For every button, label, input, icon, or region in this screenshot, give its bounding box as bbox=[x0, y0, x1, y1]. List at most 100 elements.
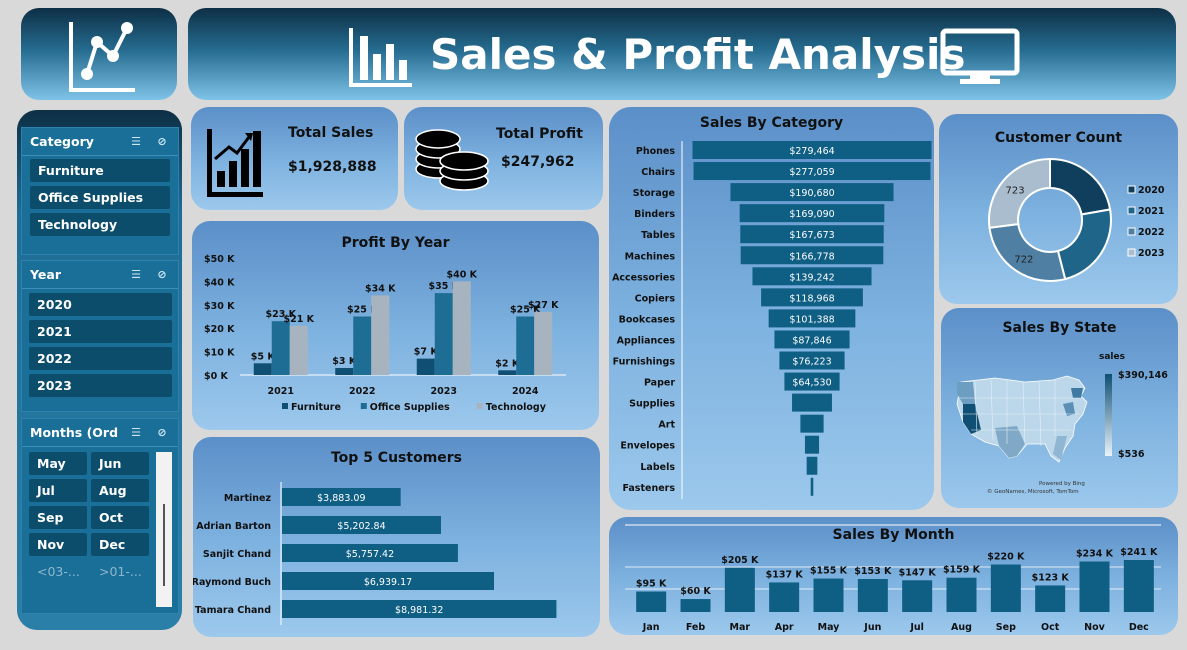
data-label: $139,242 bbox=[789, 272, 834, 283]
legend-swatch bbox=[282, 403, 288, 409]
donut-slice-2022 bbox=[988, 222, 1067, 282]
slicer-item-technology[interactable]: Technology bbox=[30, 213, 170, 236]
sales-by-category-title: Sales By Category bbox=[699, 115, 844, 131]
data-label: $5,202.84 bbox=[337, 521, 385, 532]
data-label: $8,981.32 bbox=[395, 605, 443, 616]
data-label: $241 K bbox=[1120, 547, 1158, 558]
category-bar bbox=[784, 372, 840, 391]
bar-technology bbox=[289, 325, 308, 375]
data-label: $277,059 bbox=[789, 167, 834, 178]
category-label: Martinez bbox=[224, 493, 272, 504]
slicer-item-before[interactable]: <03-... bbox=[37, 564, 80, 579]
month-bar bbox=[769, 582, 800, 612]
multi-select-icon[interactable]: ☰ bbox=[131, 134, 141, 148]
data-label: $21 K bbox=[284, 314, 315, 325]
x-tick-label: Sep bbox=[996, 622, 1016, 633]
slicer-item-nov[interactable]: Nov bbox=[29, 533, 87, 556]
x-tick-label: Jul bbox=[909, 622, 924, 633]
category-bar bbox=[739, 204, 885, 223]
clear-filter-icon[interactable]: ⊘ bbox=[157, 267, 167, 281]
category-label: Paper bbox=[644, 378, 675, 389]
legend-label: 2020 bbox=[1138, 185, 1165, 196]
data-label: $220 K bbox=[987, 552, 1025, 563]
slicer-item-furniture[interactable]: Furniture bbox=[30, 159, 170, 182]
y-tick-label: $30 K bbox=[204, 301, 235, 312]
year-slicer: Year ☰ ⊘ 2020 2021 2022 2023 bbox=[21, 260, 179, 412]
slicer-item-sep[interactable]: Sep bbox=[29, 506, 87, 529]
data-label: $27 K bbox=[528, 300, 559, 311]
data-label: $2 K bbox=[495, 358, 520, 369]
x-tick-label: 2023 bbox=[431, 386, 457, 397]
data-label: $137 K bbox=[766, 569, 804, 580]
category-label: Binders bbox=[634, 209, 675, 220]
category-bar bbox=[806, 456, 818, 475]
data-label: $147 K bbox=[899, 567, 937, 578]
bar-furniture bbox=[416, 358, 435, 375]
sales-by-month-panel: Sales By Month $95 K Jan $60 K Feb $205 K Mar… bbox=[609, 517, 1178, 635]
total-sales-label: Total Sales bbox=[288, 125, 374, 141]
sales-by-category-panel: Sales By Category Phones $279,464 Chairs $2… bbox=[609, 107, 934, 510]
data-label: $6,939.17 bbox=[364, 577, 412, 588]
sales-by-month-title: Sales By Month bbox=[832, 527, 955, 543]
x-tick-label: 2021 bbox=[268, 386, 294, 397]
category-bar bbox=[693, 162, 931, 181]
slicer-item-office-supplies[interactable]: Office Supplies bbox=[30, 186, 170, 209]
months-slicer: Months (Order... ☰ ⊘ May Jun Jul Aug Sep… bbox=[21, 418, 179, 614]
scrollbar-thumb[interactable] bbox=[163, 504, 165, 586]
slicer-item-2023[interactable]: 2023 bbox=[29, 374, 172, 397]
category-label: Appliances bbox=[617, 335, 676, 346]
map-legend-max: $390,146 bbox=[1118, 370, 1168, 381]
customer-bar bbox=[282, 488, 401, 506]
multi-select-icon[interactable]: ☰ bbox=[131, 267, 141, 281]
coins-icon bbox=[415, 129, 489, 191]
customer-bar bbox=[282, 516, 441, 534]
month-bar bbox=[636, 591, 667, 612]
legend-swatch bbox=[1127, 185, 1136, 194]
slicer-item-2021[interactable]: 2021 bbox=[29, 320, 172, 343]
clear-filter-icon[interactable]: ⊘ bbox=[157, 425, 167, 439]
month-bar bbox=[1035, 585, 1066, 612]
legend-swatch bbox=[1127, 206, 1136, 215]
y-tick-label: $20 K bbox=[204, 324, 235, 335]
slicer-item-2020[interactable]: 2020 bbox=[29, 293, 172, 316]
category-bar bbox=[761, 288, 863, 307]
data-label: $205 K bbox=[721, 555, 759, 566]
total-profit-value: $247,962 bbox=[501, 154, 575, 170]
slicer-item-jul[interactable]: Jul bbox=[29, 479, 87, 502]
clear-filter-icon[interactable]: ⊘ bbox=[157, 134, 167, 148]
slicer-scrollbar[interactable] bbox=[156, 452, 172, 607]
slicer-item-2022[interactable]: 2022 bbox=[29, 347, 172, 370]
x-tick-label: Feb bbox=[686, 622, 706, 633]
category-label: Furnishings bbox=[613, 357, 676, 368]
sales-by-state-title: Sales By State bbox=[1002, 320, 1117, 336]
data-label: 723 bbox=[1006, 185, 1025, 196]
slicer-item-aug[interactable]: Aug bbox=[91, 479, 149, 502]
legend-label: Furniture bbox=[291, 402, 341, 413]
x-tick-label: Nov bbox=[1084, 622, 1105, 633]
category-bar bbox=[740, 225, 884, 244]
data-label: $123 K bbox=[1032, 572, 1070, 583]
slicer-item-jun[interactable]: Jun bbox=[91, 452, 149, 475]
y-tick-label: $0 K bbox=[204, 371, 229, 382]
category-bar bbox=[792, 393, 832, 412]
category-label: Art bbox=[658, 420, 675, 431]
slicer-item-may[interactable]: May bbox=[29, 452, 87, 475]
month-bar bbox=[724, 567, 755, 612]
category-label: Bookcases bbox=[619, 314, 676, 325]
slicer-item-oct[interactable]: Oct bbox=[91, 506, 149, 529]
data-label: $118,968 bbox=[789, 293, 834, 304]
slicer-item-after[interactable]: >01-... bbox=[99, 564, 142, 579]
category-bar bbox=[768, 309, 856, 328]
slicer-item-dec[interactable]: Dec bbox=[91, 533, 149, 556]
customer-count-chart: 722 723 2020 2021 2022 2023 bbox=[988, 157, 1165, 282]
month-bar bbox=[813, 578, 844, 612]
multi-select-icon[interactable]: ☰ bbox=[131, 425, 141, 439]
data-label: $169,090 bbox=[789, 209, 834, 220]
us-map[interactable] bbox=[955, 374, 1095, 470]
category-label: Machines bbox=[625, 251, 676, 262]
bar-technology bbox=[452, 281, 471, 375]
map-legend-title: sales bbox=[1099, 352, 1125, 362]
data-label: $101,388 bbox=[789, 314, 834, 325]
top-customers-chart: Martinez $3,883.09 Adrian Barton $5,202.84 S… bbox=[193, 482, 557, 625]
year-slicer-title: Year bbox=[30, 267, 61, 282]
